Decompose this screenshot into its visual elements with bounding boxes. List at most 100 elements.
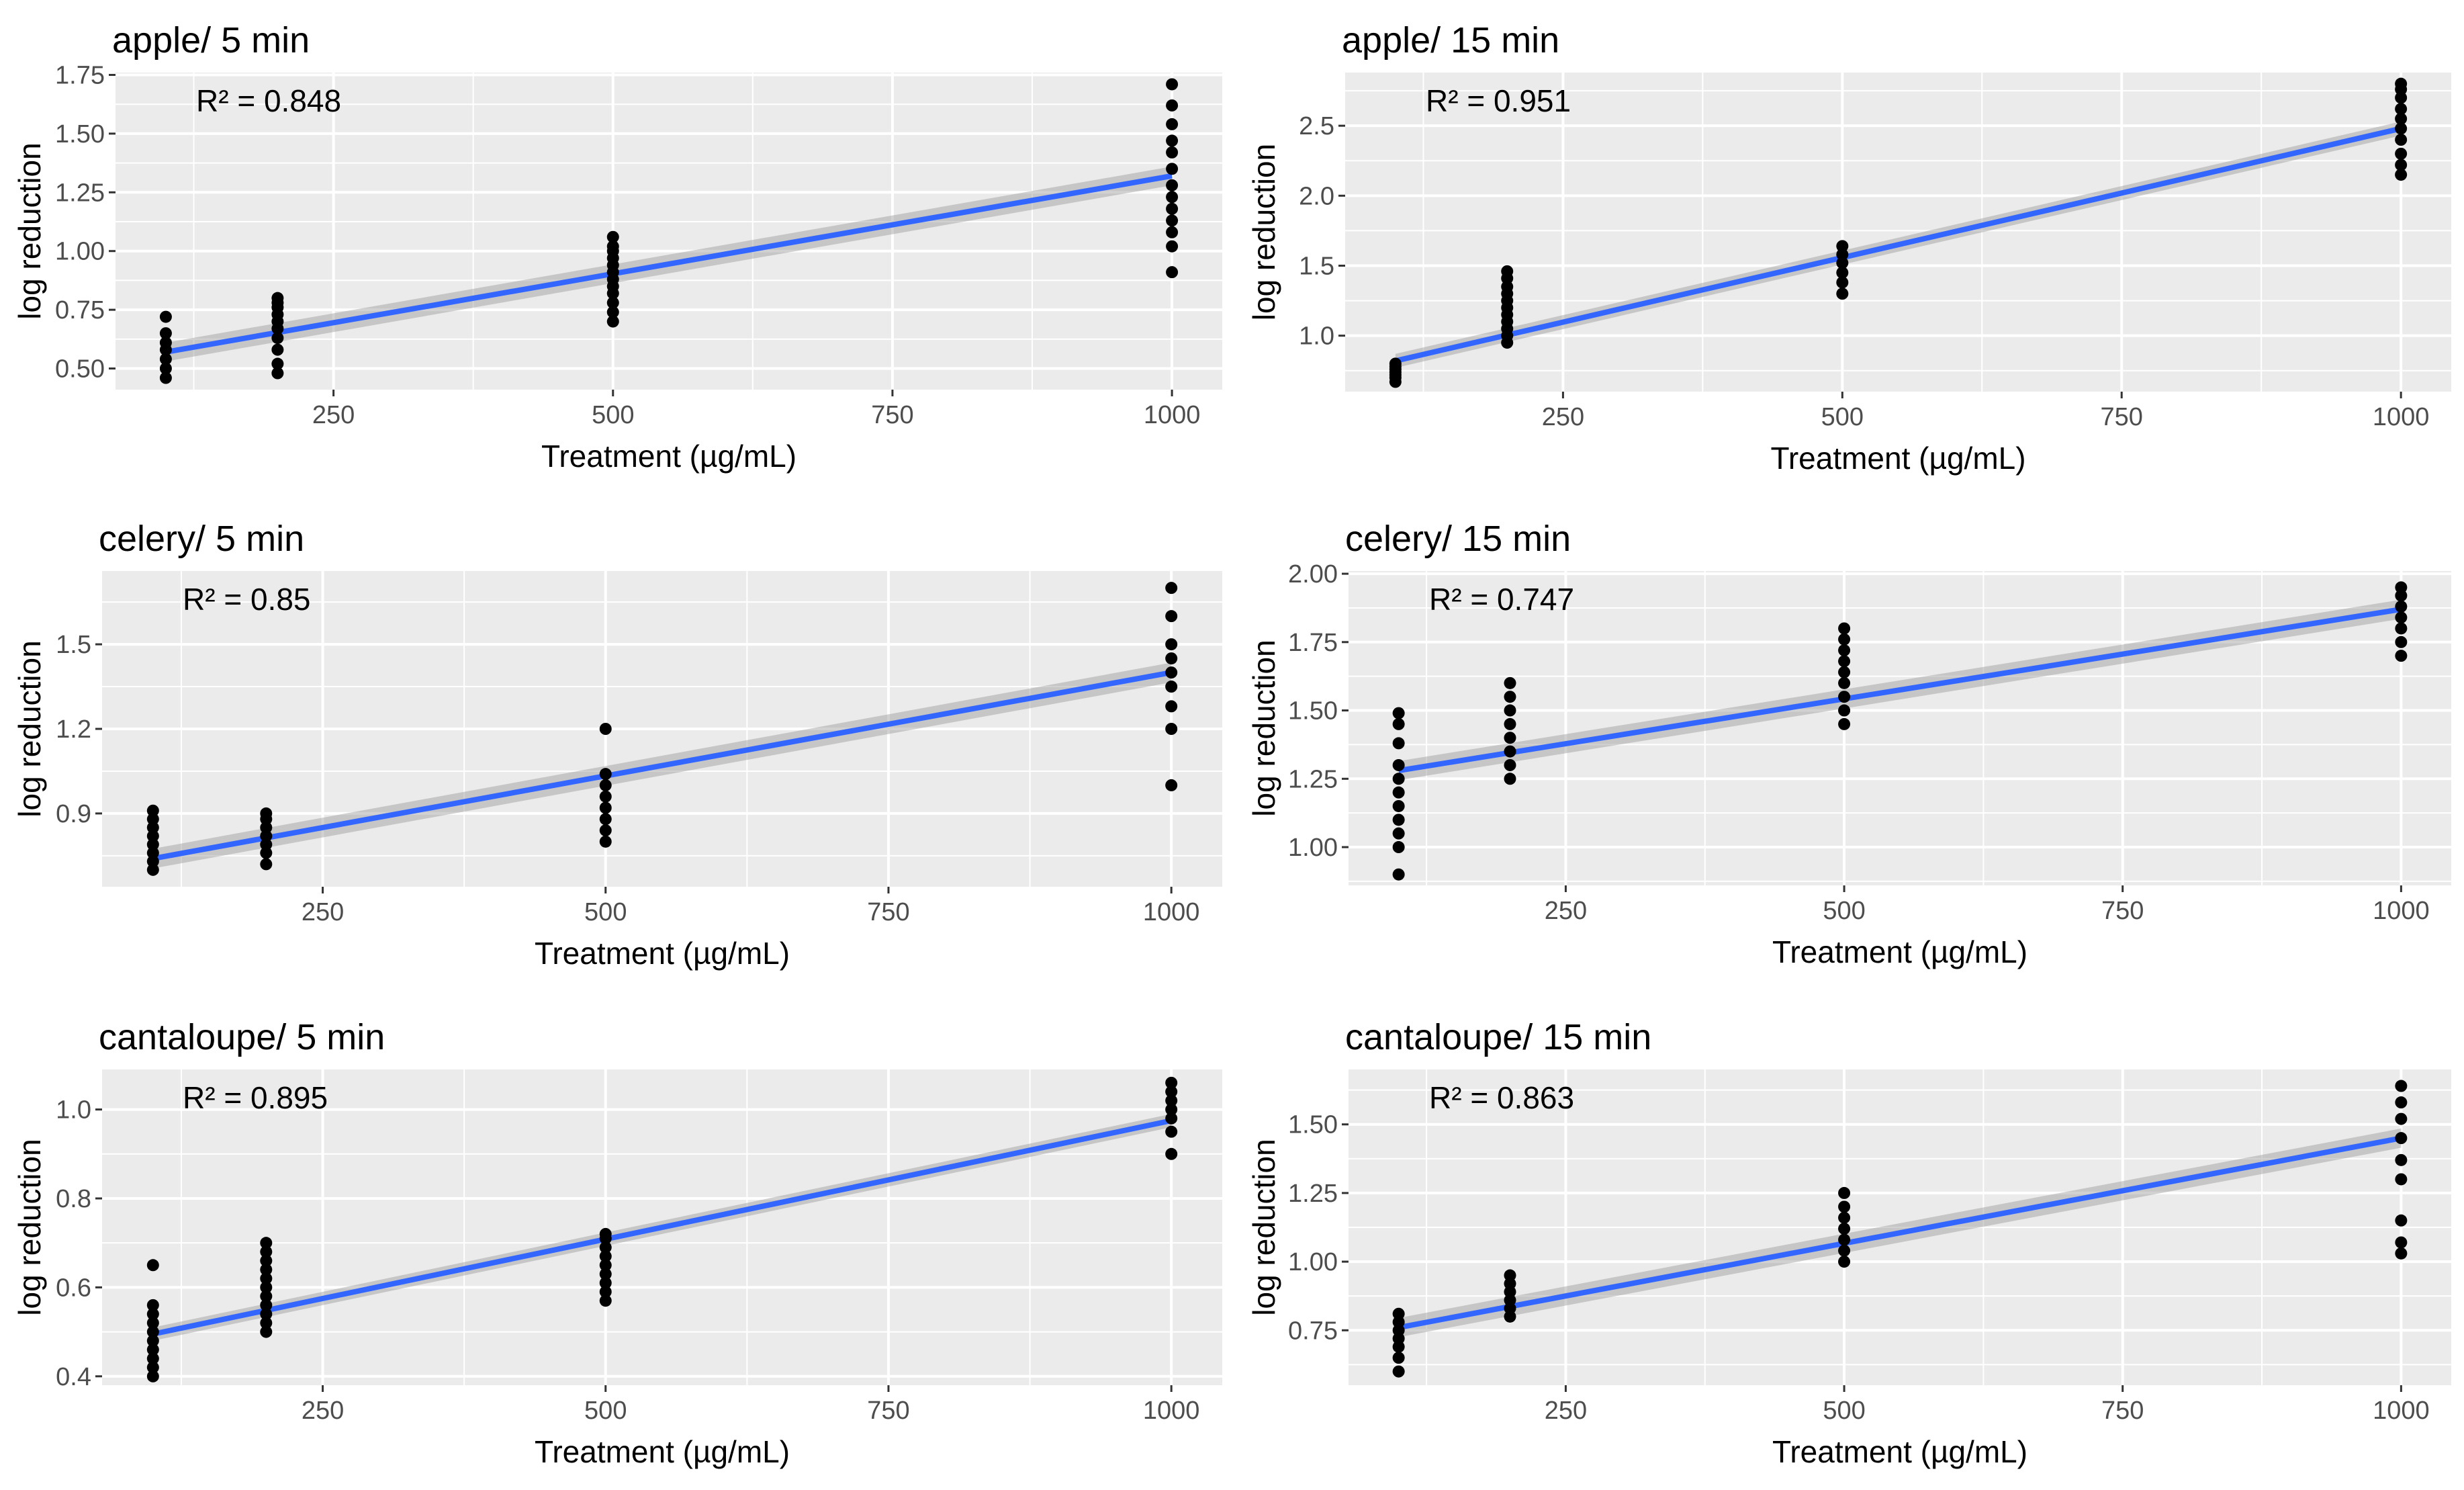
y-axis-title: log reduction: [12, 1139, 47, 1315]
x-tick-label: 750: [867, 898, 909, 926]
data-point: [1838, 633, 1851, 646]
data-point: [1392, 786, 1405, 799]
y-tick-label: 1.5: [56, 631, 91, 659]
x-tick-label: 750: [871, 401, 913, 429]
data-point: [1165, 1094, 1178, 1107]
data-point: [2395, 1096, 2408, 1109]
data-point: [2395, 159, 2408, 171]
x-tick-label: 250: [302, 1397, 344, 1425]
data-point: [159, 327, 172, 340]
data-point: [260, 1245, 273, 1258]
y-axis-title: log reduction: [12, 142, 47, 319]
x-tick-label: 1000: [1143, 1397, 1200, 1425]
data-point: [1504, 773, 1516, 785]
r-squared-annotation: R² = 0.951: [1426, 83, 1571, 118]
data-point: [2395, 77, 2408, 90]
data-point: [146, 1361, 159, 1374]
data-point: [1501, 265, 1514, 277]
data-point: [260, 830, 273, 842]
data-point: [146, 1299, 159, 1311]
x-tick-label: 750: [2101, 1397, 2144, 1425]
data-point: [146, 813, 159, 826]
r-squared-annotation: R² = 0.85: [183, 582, 311, 617]
y-axis-title: log reduction: [1246, 640, 1281, 816]
data-point: [1165, 652, 1178, 665]
data-point: [1165, 681, 1178, 693]
data-point: [1392, 827, 1405, 840]
data-point: [1166, 214, 1179, 227]
data-point: [2395, 1173, 2408, 1186]
data-point: [159, 371, 172, 384]
y-tick-label: 1.50: [1288, 1111, 1338, 1139]
data-point: [1836, 240, 1849, 253]
data-point: [1166, 78, 1179, 91]
chart-panel-5: 250 500 750 1000 0.4 0.6 0.8 1.0 R² = 0.895 canta…: [12, 1017, 1222, 1469]
data-point: [606, 296, 619, 309]
data-point: [1504, 732, 1516, 744]
data-point: [1165, 1086, 1178, 1098]
data-point: [1838, 1211, 1851, 1224]
x-tick-label: 250: [312, 401, 355, 429]
x-tick-label: 500: [592, 401, 634, 429]
y-tick-label: 0.4: [56, 1363, 91, 1391]
data-point: [1836, 288, 1849, 300]
y-tick-label: 0.8: [56, 1185, 91, 1213]
data-point: [599, 1259, 612, 1272]
data-point: [1836, 266, 1849, 279]
data-point: [1836, 276, 1849, 289]
data-point: [146, 1370, 159, 1383]
data-point: [260, 1299, 273, 1311]
data-point: [599, 1268, 612, 1280]
data-point: [1392, 1307, 1405, 1320]
data-point: [1166, 118, 1179, 130]
chart-panel-2: 250 500 750 1000 1.0 1.5 2.0 2.5 R² = 0.951 apple…: [1246, 20, 2451, 476]
data-point: [146, 863, 159, 876]
data-point: [1838, 676, 1851, 689]
data-point: [2395, 581, 2408, 594]
data-point: [2395, 636, 2408, 648]
data-point: [260, 1263, 273, 1276]
y-tick-label: 1.2: [56, 715, 91, 744]
x-tick-label: 250: [1542, 403, 1584, 431]
y-tick-label: 1.25: [1288, 1180, 1338, 1208]
data-point: [2395, 650, 2408, 662]
data-point: [1392, 707, 1405, 719]
x-tick-label: 500: [584, 898, 627, 926]
y-tick-label: 1.00: [55, 238, 105, 266]
regression-line: [1394, 126, 2402, 364]
data-point: [271, 357, 284, 370]
data-point: [1165, 666, 1178, 679]
y-tick-label: 0.9: [56, 800, 91, 828]
data-point: [2395, 1214, 2408, 1227]
data-point: [606, 315, 619, 328]
data-point: [1166, 240, 1179, 253]
panel-title: cantaloupe/ 5 min: [99, 1017, 385, 1057]
x-tick-label: 750: [2101, 897, 2144, 925]
data-point: [1165, 638, 1178, 651]
chart-panel-4: 250 500 750 1000 1.00 1.25 1.50 1.75 2.00 R² = 0.…: [1246, 519, 2451, 969]
data-point: [271, 292, 284, 304]
data-point: [1838, 691, 1851, 703]
x-tick-label: 250: [1545, 897, 1587, 925]
data-point: [1392, 841, 1405, 854]
regression-line: [1398, 1135, 2402, 1331]
r-squared-annotation: R² = 0.895: [183, 1080, 328, 1115]
panel-title: cantaloupe/ 15 min: [1345, 1017, 1651, 1057]
y-tick-label: 1.75: [1288, 629, 1338, 657]
data-point: [1504, 704, 1516, 717]
data-point: [2395, 600, 2408, 613]
data-point: [260, 1254, 273, 1267]
data-point: [599, 790, 612, 803]
y-tick-label: 2.0: [1299, 182, 1334, 210]
data-point: [1392, 737, 1405, 750]
data-point: [1838, 1256, 1851, 1268]
chart-panel-3: 250 500 750 1000 0.9 1.2 1.5 R² = 0.85 celery/ 5…: [12, 519, 1222, 971]
x-tick-label: 500: [1823, 897, 1865, 925]
data-point: [2395, 112, 2408, 125]
data-point: [260, 1325, 273, 1338]
panel-title: celery/ 5 min: [99, 519, 304, 559]
data-point: [1838, 1244, 1851, 1257]
data-point: [1838, 666, 1851, 678]
data-point: [159, 362, 172, 375]
data-point: [1165, 1147, 1178, 1160]
